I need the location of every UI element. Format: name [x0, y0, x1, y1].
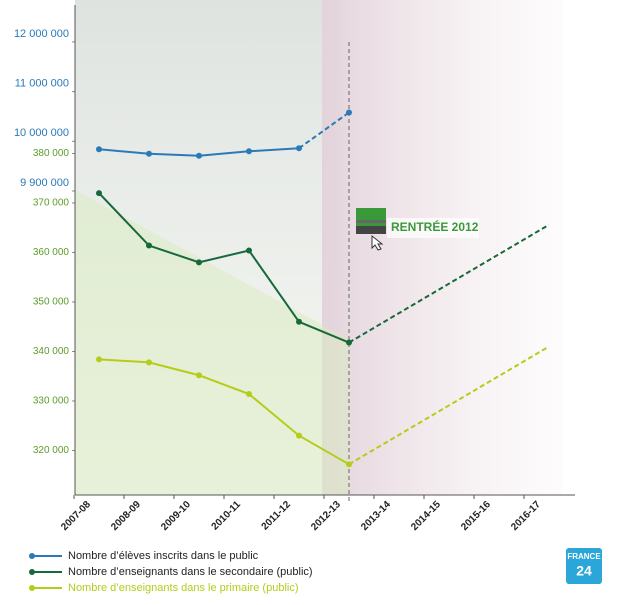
- x-tick-label: 2014-15: [409, 499, 443, 533]
- point: [146, 150, 152, 157]
- x-tick-label: 2010-11: [210, 499, 244, 533]
- point: [346, 339, 352, 346]
- y-tick-label: 370 000: [33, 198, 70, 209]
- icon-bar: [356, 226, 386, 234]
- point: [146, 359, 152, 366]
- point: [96, 356, 102, 363]
- annotation: RENTRÉE 2012: [356, 208, 479, 251]
- x-tick-label: 2009-10: [159, 499, 193, 533]
- y2-tick-label: 11 000 000: [15, 78, 69, 90]
- y2-tick-label: 12 000 000: [14, 28, 69, 40]
- logo-text: 24: [576, 563, 592, 579]
- point: [196, 372, 202, 379]
- y2-tick-label: 9 900 000: [20, 177, 69, 189]
- point: [196, 152, 202, 159]
- point: [346, 109, 352, 116]
- point: [296, 318, 302, 325]
- point: [296, 145, 302, 152]
- y-tick-label: 360 000: [33, 247, 70, 258]
- point: [296, 432, 302, 439]
- icon-bar: [356, 220, 386, 223]
- legend-dot: [29, 569, 35, 575]
- legend-dot: [29, 585, 35, 591]
- legend-label: Nombre d’élèves inscrits dans le public: [68, 550, 259, 562]
- legend-label: Nombre d’enseignants dans le primaire (p…: [68, 582, 299, 594]
- x-tick-label: 2016-17: [509, 499, 543, 533]
- point: [196, 259, 202, 266]
- annotation-bg: [387, 218, 479, 238]
- point: [246, 247, 252, 254]
- x-tick-label: 2013-14: [359, 499, 393, 533]
- point: [246, 391, 252, 398]
- point: [96, 146, 102, 153]
- series-line: [98, 192, 350, 344]
- projection-line: [348, 223, 550, 344]
- x-tick-label: 2008-09: [109, 499, 143, 533]
- y-tick-label: 320 000: [33, 445, 70, 456]
- y-tick-label: 330 000: [33, 396, 70, 407]
- series-line: [98, 358, 350, 466]
- legend-dot: [29, 553, 35, 559]
- projection-line: [298, 111, 350, 150]
- logo: FRANCE 24: [566, 548, 602, 584]
- photo-right: [322, 0, 562, 495]
- point: [96, 190, 102, 197]
- point: [246, 148, 252, 155]
- x-tick-label: 2015-16: [459, 499, 493, 533]
- projection-line: [348, 345, 550, 466]
- area-shade: [75, 190, 350, 495]
- x-tick-label: 2011-12: [260, 499, 294, 533]
- logo-text: FRANCE: [567, 552, 601, 561]
- x-tick-label: 2012-13: [309, 499, 343, 533]
- annotation-text: RENTRÉE 2012: [391, 219, 479, 234]
- point: [346, 461, 352, 468]
- point: [146, 242, 152, 249]
- y2-tick-label: 10 000 000: [14, 127, 69, 139]
- legend-label: Nombre d’enseignants dans le secondaire …: [68, 566, 313, 578]
- cursor-icon: [371, 234, 384, 251]
- y-tick-label: 340 000: [33, 346, 70, 357]
- x-tick-label: 2007-08: [59, 499, 93, 533]
- logo-box: [566, 548, 602, 584]
- y-tick-label: 350 000: [33, 297, 70, 308]
- y-tick-label: 380 000: [33, 148, 70, 159]
